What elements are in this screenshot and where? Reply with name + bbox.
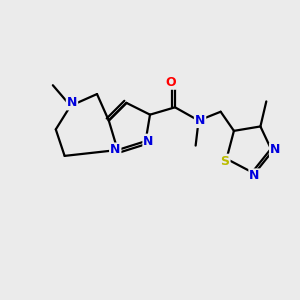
Text: N: N xyxy=(270,143,280,157)
Text: N: N xyxy=(249,169,260,182)
Text: S: S xyxy=(220,155,230,168)
Text: N: N xyxy=(195,114,205,127)
Text: N: N xyxy=(110,143,120,157)
Text: N: N xyxy=(67,96,77,110)
Text: O: O xyxy=(165,76,176,89)
Text: N: N xyxy=(143,135,154,148)
